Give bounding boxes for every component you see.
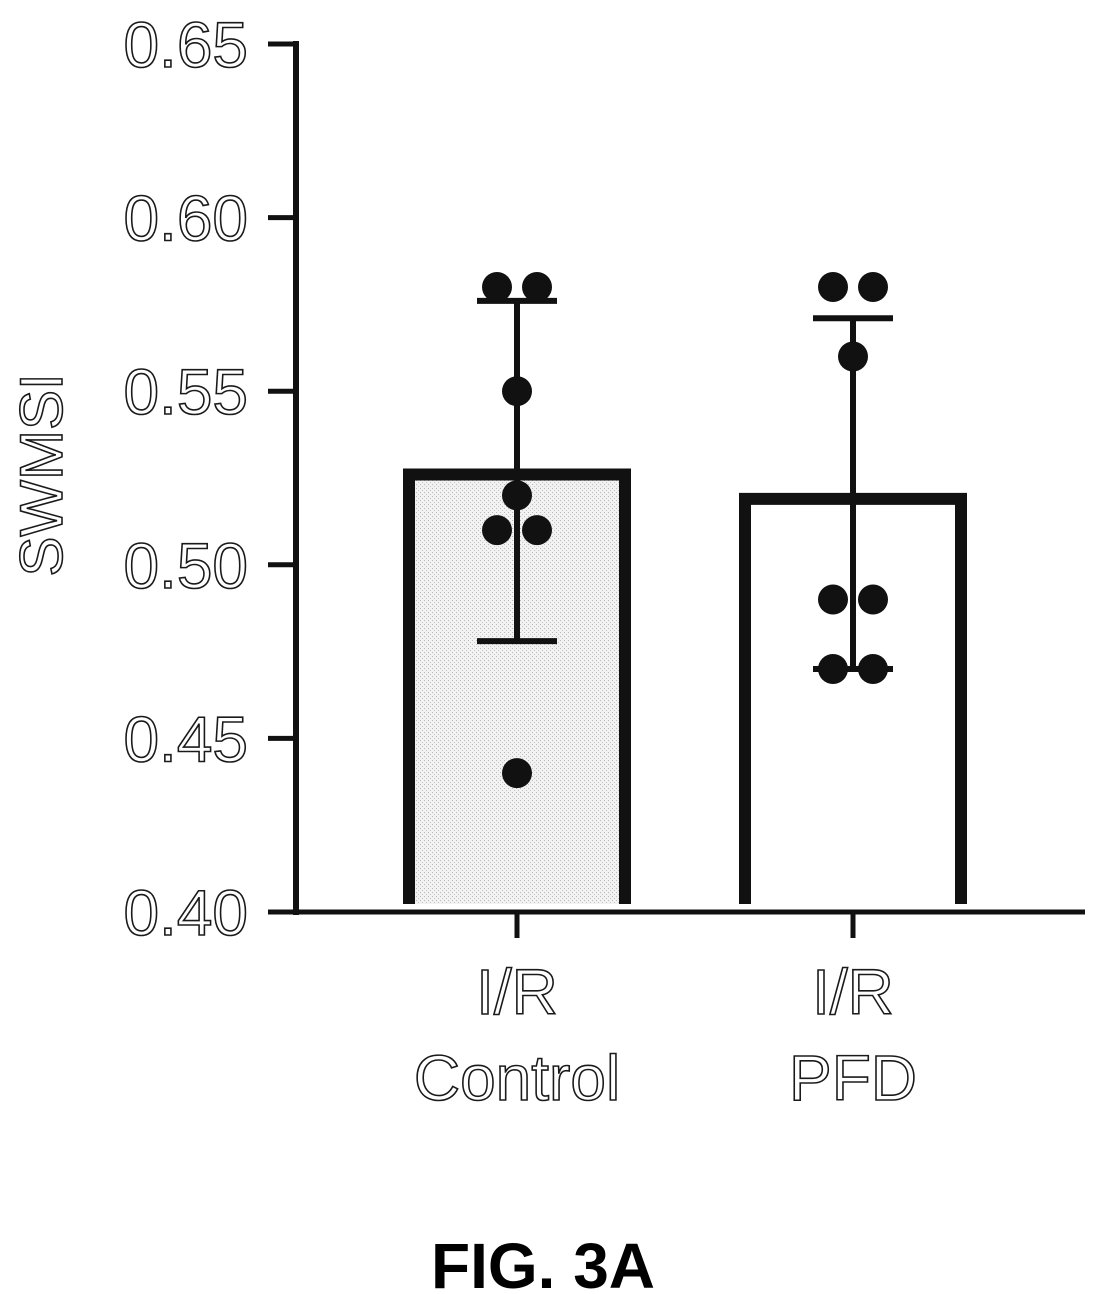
data-point <box>482 272 512 303</box>
data-point <box>818 584 848 615</box>
x-tick-label-line1: I/R <box>476 956 558 1028</box>
data-point <box>482 515 512 546</box>
data-point <box>818 272 848 303</box>
figure-label: FIG. 3A <box>431 1230 655 1294</box>
data-point <box>502 376 532 407</box>
data-point <box>522 515 552 546</box>
y-tick-label: 0.50 <box>123 530 248 602</box>
x-tick-label-line1: I/R <box>812 956 894 1028</box>
labels-layer: 0.40 0.45 0.50 0.55 0.60 0.65 I/R Control I/R PFD <box>123 8 918 1115</box>
data-point <box>502 758 532 789</box>
y-axis-title: SWMSI <box>8 373 75 576</box>
data-point <box>522 272 552 303</box>
y-tick-label: 0.60 <box>123 183 248 255</box>
data-points-layer <box>482 272 888 789</box>
data-point <box>858 584 888 615</box>
y-tick-label: 0.55 <box>123 356 248 428</box>
y-tick-label: 0.45 <box>123 703 248 775</box>
x-tick-label-line2: Control <box>414 1042 620 1114</box>
data-point <box>818 653 848 684</box>
y-tick-label: 0.40 <box>123 877 248 949</box>
data-point <box>858 272 888 303</box>
data-point <box>838 341 868 372</box>
data-point <box>858 653 888 684</box>
y-tick-label: 0.65 <box>123 9 248 81</box>
x-tick-label-line2: PFD <box>789 1042 917 1114</box>
axes-layer <box>268 41 1085 938</box>
data-point <box>502 480 532 511</box>
